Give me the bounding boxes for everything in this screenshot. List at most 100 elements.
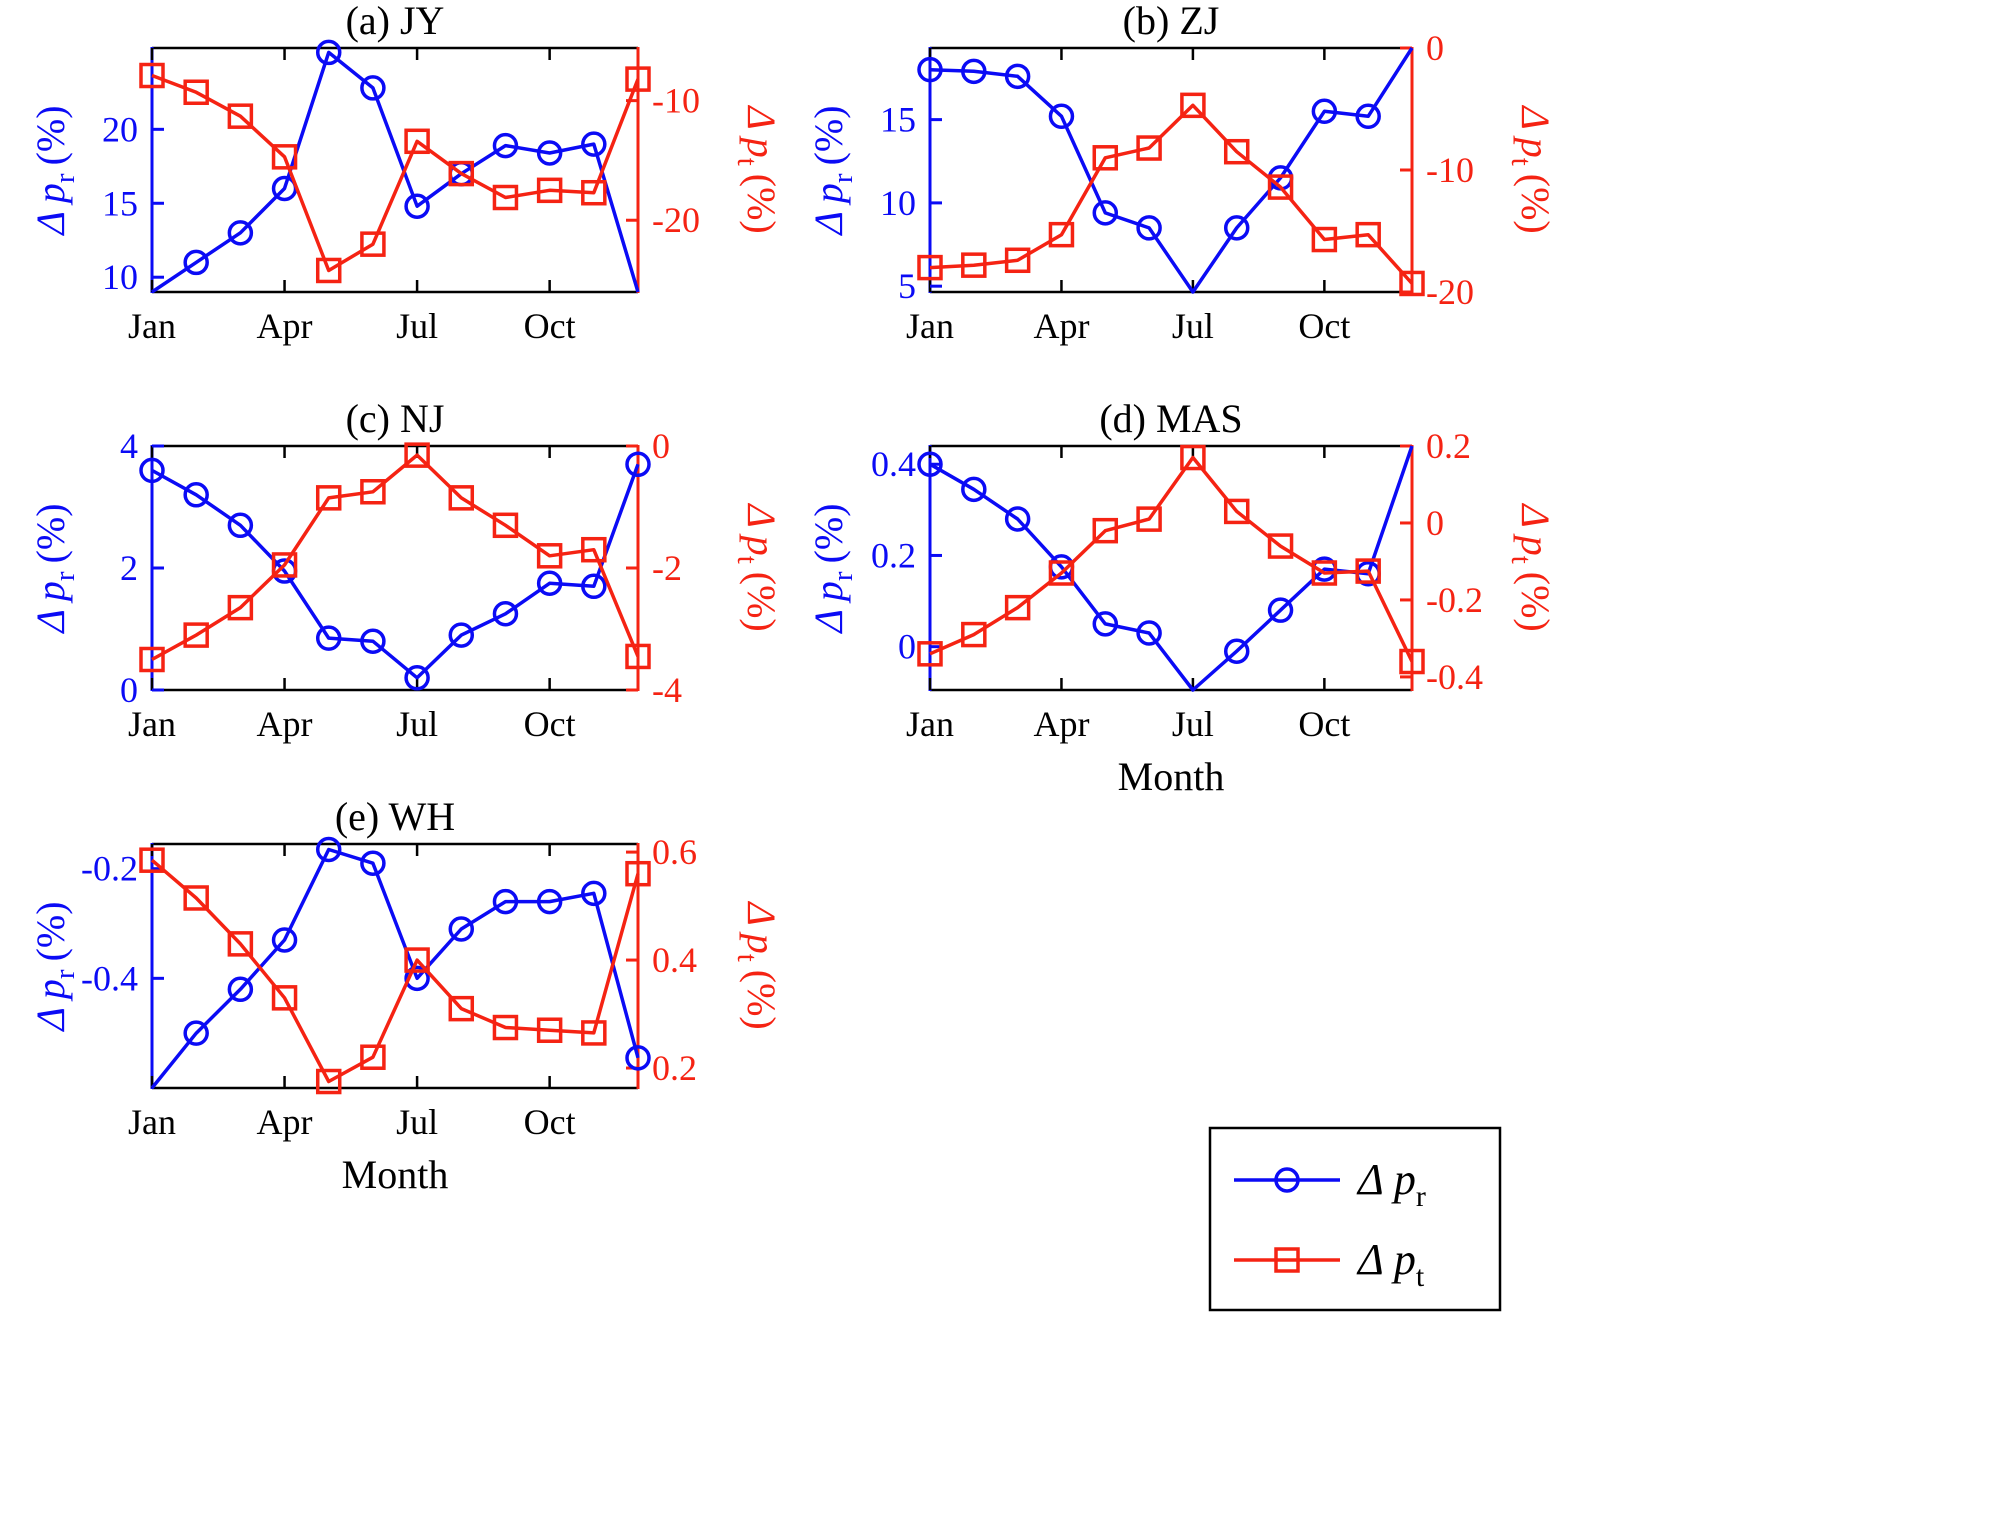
- marker-square: [1092, 517, 1119, 544]
- series-dp_t: [139, 847, 651, 1095]
- left-tick-label: 5: [898, 266, 916, 306]
- chart-title: (c) NJ: [346, 396, 445, 441]
- left-tick-label: 0: [898, 627, 916, 667]
- marker-circle: [315, 625, 342, 651]
- marker-circle: [1004, 506, 1031, 532]
- chart-b: Jan Apr Jul Oct 5 10 15 0 -10 -20 Δpr(%) Δpt(%) (b) …: [806, 0, 1558, 346]
- chart-title: (b) ZJ: [1123, 0, 1220, 43]
- marker-square: [1180, 444, 1206, 471]
- marker-circle: [404, 965, 430, 992]
- marker-circle: [1311, 98, 1338, 125]
- marker-square: [227, 594, 254, 621]
- marker-circle: [227, 220, 254, 246]
- right-tick-label: -10: [1426, 150, 1474, 190]
- left-tick-label: 0.4: [871, 444, 916, 484]
- marker-square: [360, 231, 386, 257]
- legend-marker-circle: [1274, 1167, 1300, 1193]
- series-dp_t: [139, 62, 651, 284]
- x-tick-label: Apr: [257, 1102, 313, 1142]
- right-tick-label: -20: [1426, 272, 1474, 312]
- marker-circle: [315, 39, 342, 66]
- marker-square: [1136, 135, 1162, 161]
- marker-square: [139, 62, 165, 89]
- marker-circle: [581, 573, 607, 600]
- chart-c: Jan Apr Jul Oct 0 2 4 0 -2 -4 Δpr(%) Δpt(%) (c) NJ: [28, 396, 784, 744]
- marker-circle: [183, 249, 209, 276]
- x-tick-label: Apr: [257, 306, 313, 346]
- marker-circle: [961, 476, 987, 503]
- marker-circle: [1004, 63, 1031, 90]
- x-tick-label: Apr: [1033, 306, 1089, 346]
- right-axis-label: Δpt(%): [731, 104, 784, 234]
- marker-circle: [1048, 103, 1075, 130]
- x-tick-label: Oct: [524, 1102, 576, 1142]
- left-axis-label: Δpr(%): [28, 105, 81, 236]
- left-tick-label: 2: [120, 548, 138, 588]
- marker-circle: [492, 888, 519, 915]
- right-tick-label: 0.4: [652, 940, 697, 980]
- marker-square: [404, 442, 430, 468]
- marker-square: [183, 622, 209, 648]
- marker-circle: [1355, 103, 1381, 130]
- marker-square: [360, 479, 386, 505]
- marker-square: [271, 144, 298, 170]
- right-tick-label: -4: [652, 670, 682, 710]
- marker-square: [625, 860, 651, 887]
- marker-square: [581, 1020, 607, 1046]
- right-axis-label: Δpt(%): [731, 900, 784, 1030]
- left-tick-label: 15: [880, 100, 916, 140]
- marker-circle: [536, 888, 563, 915]
- marker-square: [492, 1014, 519, 1041]
- marker-square: [581, 179, 607, 206]
- series-dp_r: [917, 47, 1414, 294]
- marker-circle: [581, 131, 607, 157]
- marker-square: [1267, 533, 1294, 559]
- marker-circle: [360, 628, 386, 654]
- marker-circle: [581, 880, 607, 907]
- left-tick-label: 10: [880, 183, 916, 223]
- marker-circle: [961, 58, 987, 85]
- marker-circle: [625, 1045, 651, 1071]
- x-tick-label: Oct: [524, 704, 576, 744]
- marker-square: [271, 985, 298, 1011]
- marker-square: [1048, 221, 1075, 248]
- marker-square: [1399, 648, 1425, 675]
- right-tick-label: 0.6: [652, 832, 697, 872]
- marker-circle: [404, 193, 430, 219]
- marker-square: [315, 485, 342, 511]
- right-tick-label: -2: [652, 548, 682, 588]
- marker-square: [183, 79, 209, 106]
- x-tick-label: Oct: [1298, 306, 1350, 346]
- marker-square: [1311, 226, 1338, 253]
- x-tick-label: Jul: [396, 704, 438, 744]
- marker-square: [961, 621, 987, 648]
- left-tick-label: 0: [120, 670, 138, 710]
- x-tick-label: Apr: [257, 704, 313, 744]
- marker-circle: [1223, 215, 1250, 241]
- series-line-dp_r: [151, 463, 640, 680]
- marker-circle: [139, 457, 165, 484]
- series-line-dp_r: [929, 445, 1414, 692]
- series-dp_r: [151, 39, 640, 294]
- right-tick-label: 0: [652, 426, 670, 466]
- marker-square: [271, 552, 298, 578]
- marker-square: [1223, 138, 1250, 165]
- x-tick-label: Apr: [1033, 704, 1089, 744]
- series-dp_r: [139, 451, 651, 691]
- x-tick-label: Oct: [1298, 704, 1350, 744]
- x-tick-label: Jul: [1172, 704, 1214, 744]
- marker-square: [536, 543, 563, 569]
- marker-square: [1311, 560, 1338, 586]
- chart-title: (e) WH: [335, 794, 455, 839]
- series-line-dp_r: [150, 847, 640, 1090]
- legend-box: [1208, 1126, 1502, 1312]
- marker-circle: [1092, 200, 1119, 226]
- right-tick-label: 0: [1426, 28, 1444, 68]
- left-tick-label: -0.4: [81, 958, 138, 998]
- marker-square: [492, 512, 519, 539]
